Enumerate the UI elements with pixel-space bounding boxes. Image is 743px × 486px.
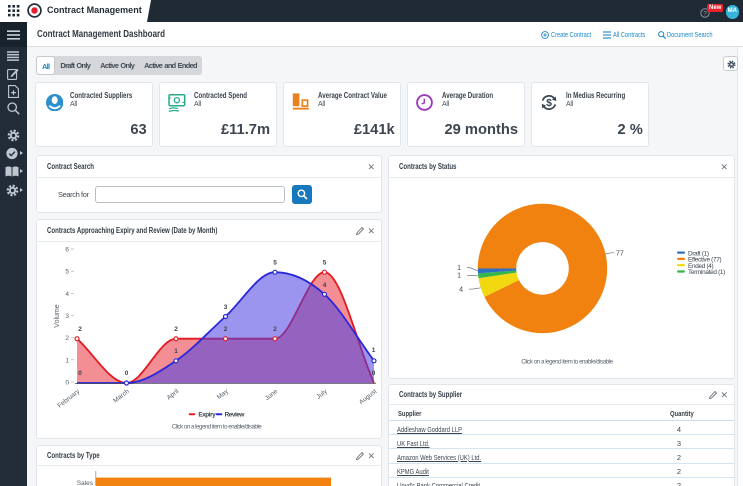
svg-text:May: May	[216, 388, 231, 402]
svg-text:5: 5	[323, 260, 327, 267]
svg-text:April: April	[166, 388, 181, 402]
svg-text:3: 3	[224, 304, 228, 311]
svg-text:Draft (1): Draft (1)	[688, 250, 709, 257]
svg-text:2: 2	[224, 326, 228, 333]
svg-text:0: 0	[125, 370, 129, 377]
svg-text:Expiry: Expiry	[198, 411, 216, 418]
svg-text:Effective (77): Effective (77)	[688, 257, 722, 264]
svg-text:5: 5	[65, 269, 69, 276]
svg-text:$: $	[546, 97, 552, 109]
svg-text:2: 2	[78, 326, 82, 333]
svg-text:June: June	[264, 388, 280, 402]
svg-text:Sales: Sales	[77, 480, 94, 486]
svg-text:July: July	[315, 388, 329, 401]
svg-text:0: 0	[372, 370, 376, 377]
svg-text:Click on a legend item to enab: Click on a legend item to enable/disable	[521, 359, 613, 366]
svg-text:2: 2	[65, 335, 69, 342]
svg-text:1: 1	[457, 265, 461, 272]
svg-text:1: 1	[457, 273, 461, 280]
svg-text:1: 1	[372, 347, 376, 354]
svg-text:2: 2	[174, 326, 178, 333]
svg-text:6: 6	[65, 247, 69, 254]
svg-text:Review: Review	[225, 411, 245, 418]
svg-text:3: 3	[65, 313, 69, 320]
svg-text:1: 1	[174, 348, 178, 355]
svg-text:March: March	[112, 388, 131, 405]
svg-text:5: 5	[273, 260, 277, 267]
svg-text:0: 0	[65, 380, 69, 387]
svg-text:1: 1	[65, 357, 69, 364]
svg-text:Terminated (1): Terminated (1)	[688, 269, 725, 276]
svg-text:?: ?	[703, 10, 707, 17]
svg-text:2: 2	[273, 326, 277, 333]
svg-text:August: August	[358, 388, 378, 406]
svg-text:77: 77	[616, 250, 624, 257]
svg-text:4: 4	[323, 282, 327, 289]
svg-text:4: 4	[459, 287, 463, 294]
svg-text:4: 4	[65, 291, 69, 298]
svg-text:Click on a legend item to enab: Click on a legend item to enable/disable	[172, 423, 262, 430]
svg-text:February: February	[56, 388, 81, 410]
svg-text:0: 0	[78, 370, 82, 377]
svg-text:Ended (4): Ended (4)	[688, 263, 714, 270]
svg-text:Volume: Volume	[54, 304, 61, 327]
